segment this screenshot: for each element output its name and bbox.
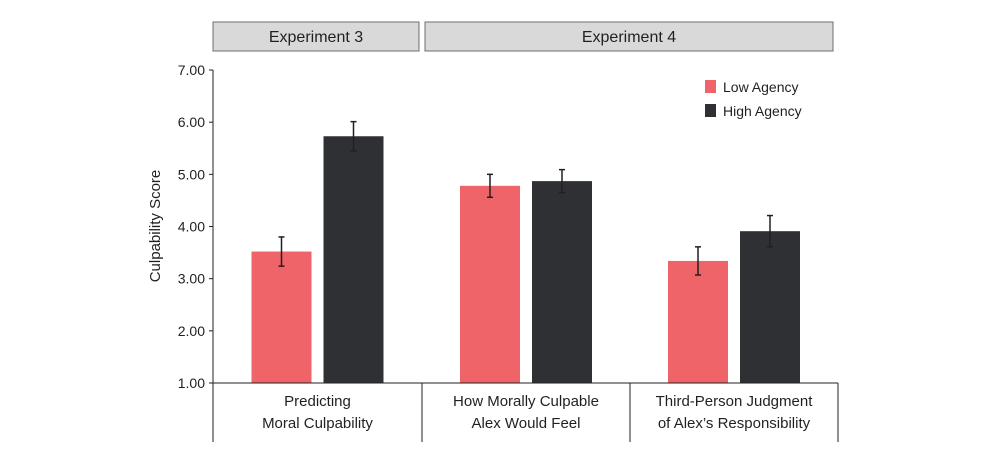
panel-header-label: Experiment 4 xyxy=(582,29,676,46)
x-axis: Predicting Moral Culpability How Morally C… xyxy=(212,382,839,442)
y-tick-label: 4.00 xyxy=(178,219,205,235)
bar-low-agency xyxy=(251,251,312,383)
y-tick-label: 7.00 xyxy=(178,62,205,78)
y-tick-label: 2.00 xyxy=(178,323,205,339)
y-tick-label: 1.00 xyxy=(178,375,205,391)
bar-low-agency xyxy=(460,185,520,383)
x-category-label: of Alex’s Responsibility xyxy=(658,415,811,432)
legend-label: High Agency xyxy=(723,103,802,119)
legend-label: Low Agency xyxy=(723,79,799,95)
y-tick-label: 6.00 xyxy=(178,114,205,130)
panel-header-box xyxy=(424,21,834,52)
x-category-label: How Morally Culpable xyxy=(453,393,599,410)
panel-header-label: Experiment 3 xyxy=(269,29,363,46)
bar-high-agency xyxy=(740,231,800,383)
bars xyxy=(251,120,800,383)
legend-swatch xyxy=(705,104,716,117)
x-category-label: Third-Person Judgment xyxy=(656,393,814,410)
y-axis-title: Culpability Score xyxy=(147,170,164,283)
legend-swatch xyxy=(705,80,716,93)
panel-header-box xyxy=(212,21,420,52)
bar-low-agency xyxy=(668,260,728,383)
x-category-label: Predicting xyxy=(284,393,351,410)
bar-high-agency xyxy=(323,136,384,383)
y-tick-label: 5.00 xyxy=(178,166,205,182)
y-axis: 1.00 2.00 3.00 4.00 5.00 6.00 7.00 xyxy=(178,62,214,391)
bar-high-agency xyxy=(532,181,592,383)
y-tick-label: 3.00 xyxy=(178,271,205,287)
x-category-label: Moral Culpability xyxy=(262,415,373,432)
legend: Low Agency High Agency xyxy=(705,79,802,119)
x-category-label: Alex Would Feel xyxy=(472,415,581,432)
panel-headers: Experiment 3 Experiment 4 xyxy=(212,21,834,52)
